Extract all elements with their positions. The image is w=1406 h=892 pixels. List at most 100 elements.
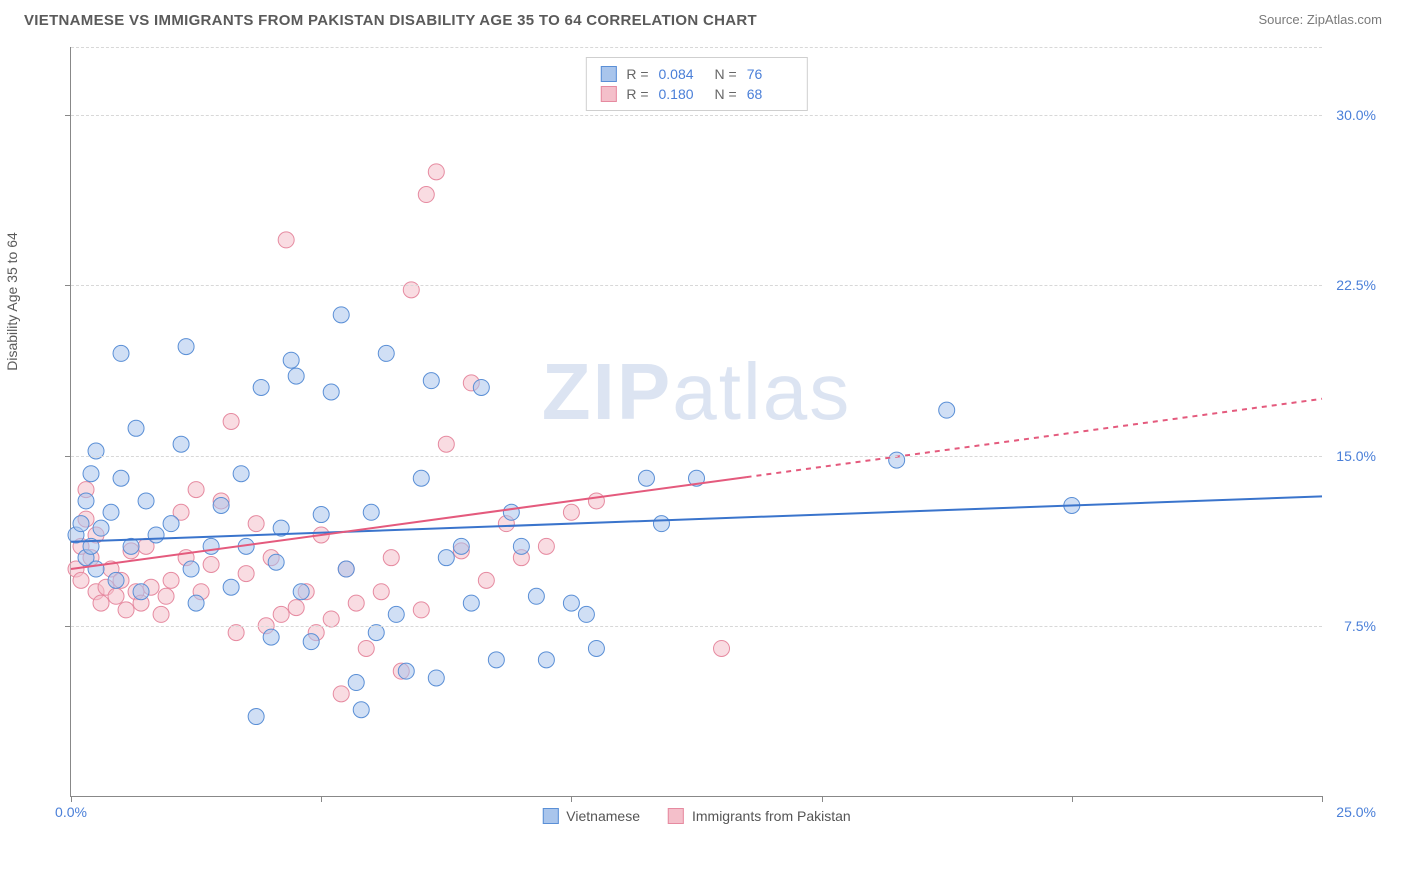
data-point xyxy=(163,572,179,588)
data-point xyxy=(714,640,730,656)
data-point xyxy=(188,482,204,498)
data-point xyxy=(213,497,229,513)
x-tick xyxy=(822,796,823,802)
data-point xyxy=(378,345,394,361)
data-point xyxy=(438,550,454,566)
legend-item-series-a: Vietnamese xyxy=(542,808,640,824)
data-point xyxy=(428,164,444,180)
data-point xyxy=(488,652,504,668)
plot-area: ZIPatlas R = 0.084 N = 76 R = 0.180 N = … xyxy=(70,47,1322,797)
data-point xyxy=(188,595,204,611)
data-point xyxy=(528,588,544,604)
data-point xyxy=(93,595,109,611)
gridline xyxy=(71,456,1322,457)
data-point xyxy=(248,516,264,532)
data-point xyxy=(248,709,264,725)
data-point xyxy=(103,504,119,520)
y-tick-label: 30.0% xyxy=(1336,107,1376,123)
data-point xyxy=(428,670,444,686)
data-point xyxy=(588,493,604,509)
data-point xyxy=(113,470,129,486)
data-point xyxy=(288,368,304,384)
stats-row-series-b: R = 0.180 N = 68 xyxy=(600,84,792,104)
y-axis-label: Disability Age 35 to 64 xyxy=(4,232,20,371)
data-point xyxy=(278,232,294,248)
gridline xyxy=(71,626,1322,627)
data-point xyxy=(348,675,364,691)
data-point xyxy=(153,606,169,622)
x-tick xyxy=(71,796,72,802)
data-point xyxy=(368,625,384,641)
data-point xyxy=(138,493,154,509)
data-point xyxy=(398,663,414,679)
chart-title: VIETNAMESE VS IMMIGRANTS FROM PAKISTAN D… xyxy=(24,12,757,29)
swatch-series-b xyxy=(668,808,684,824)
data-point xyxy=(273,606,289,622)
data-point xyxy=(939,402,955,418)
y-tick-label: 7.5% xyxy=(1344,618,1376,634)
data-point xyxy=(423,373,439,389)
data-point xyxy=(223,414,239,430)
y-tick-label: 22.5% xyxy=(1336,277,1376,293)
data-point xyxy=(538,652,554,668)
data-point xyxy=(178,339,194,355)
data-point xyxy=(88,443,104,459)
data-point xyxy=(563,595,579,611)
data-point xyxy=(173,436,189,452)
data-point xyxy=(563,504,579,520)
data-point xyxy=(538,538,554,554)
source-attribution: Source: ZipAtlas.com xyxy=(1258,12,1382,27)
correlation-stats-box: R = 0.084 N = 76 R = 0.180 N = 68 xyxy=(585,57,807,111)
data-point xyxy=(108,588,124,604)
data-point xyxy=(363,504,379,520)
data-point xyxy=(588,640,604,656)
data-point xyxy=(358,640,374,656)
data-point xyxy=(263,629,279,645)
data-point xyxy=(288,600,304,616)
data-point xyxy=(183,561,199,577)
data-point xyxy=(223,579,239,595)
data-point xyxy=(268,554,284,570)
swatch-series-a xyxy=(542,808,558,824)
data-point xyxy=(203,556,219,572)
stats-row-series-a: R = 0.084 N = 76 xyxy=(600,64,792,84)
data-point xyxy=(333,686,349,702)
data-point xyxy=(73,572,89,588)
data-point xyxy=(228,625,244,641)
data-point xyxy=(348,595,364,611)
data-point xyxy=(128,420,144,436)
x-tick-max: 25.0% xyxy=(1336,804,1376,820)
data-point xyxy=(73,516,89,532)
chart-container: Disability Age 35 to 64 ZIPatlas R = 0.0… xyxy=(48,37,1382,827)
data-point xyxy=(413,470,429,486)
data-point xyxy=(453,538,469,554)
scatter-plot-svg xyxy=(71,47,1322,796)
data-point xyxy=(388,606,404,622)
data-point xyxy=(383,550,399,566)
data-point xyxy=(233,466,249,482)
data-point xyxy=(108,572,124,588)
data-point xyxy=(118,602,134,618)
x-tick xyxy=(1072,796,1073,802)
data-point xyxy=(413,602,429,618)
legend: Vietnamese Immigrants from Pakistan xyxy=(542,808,850,824)
swatch-series-b xyxy=(600,86,616,102)
data-point xyxy=(463,595,479,611)
data-point xyxy=(403,282,419,298)
data-point xyxy=(333,307,349,323)
data-point xyxy=(373,584,389,600)
data-point xyxy=(253,379,269,395)
data-point xyxy=(638,470,654,486)
data-point xyxy=(83,466,99,482)
data-point xyxy=(293,584,309,600)
data-point xyxy=(238,566,254,582)
data-point xyxy=(88,561,104,577)
y-tick-label: 15.0% xyxy=(1336,448,1376,464)
data-point xyxy=(148,527,164,543)
data-point xyxy=(338,561,354,577)
data-point xyxy=(133,584,149,600)
data-point xyxy=(313,507,329,523)
gridline xyxy=(71,115,1322,116)
data-point xyxy=(503,504,519,520)
legend-item-series-b: Immigrants from Pakistan xyxy=(668,808,851,824)
